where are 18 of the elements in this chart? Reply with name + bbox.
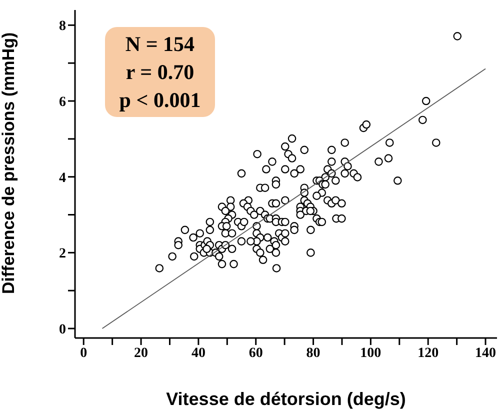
x-tick-label: 120 (418, 346, 439, 361)
y-tick-label: 6 (59, 94, 66, 110)
x-tick-label: 80 (306, 346, 320, 361)
x-tick-label: 100 (360, 346, 382, 361)
y-tick-label: 2 (59, 246, 66, 262)
y-axis-title: Difference de pressions (mmHg) (0, 32, 18, 294)
annotation: N = 154 (125, 31, 195, 58)
y-tick-label: 8 (59, 19, 66, 34)
y-tick-label: 4 (59, 170, 66, 186)
annotation: p < 0.001 (119, 87, 201, 114)
x-tick-label: 40 (191, 346, 206, 361)
x-tick-label: 0 (80, 346, 88, 361)
annotation: r = 0.70 (126, 59, 194, 86)
x-axis-title: Vitesse de détorsion (deg/s) (166, 389, 406, 409)
x-tick-label: 60 (248, 346, 263, 361)
x-tick-label: 140 (475, 346, 496, 361)
x-tick-label: 20 (134, 346, 148, 361)
y-tick-label: 0 (59, 322, 66, 338)
